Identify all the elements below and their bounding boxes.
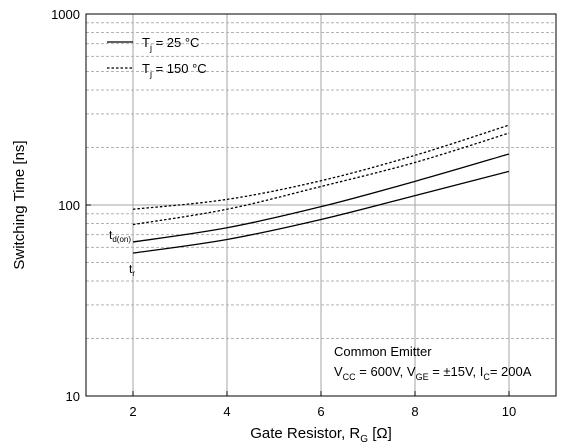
- y-axis-label: Switching Time [ns]: [11, 140, 28, 269]
- y-tick-label: 100: [58, 198, 80, 213]
- series-line-don-25c: [132, 153, 510, 243]
- y-tick-label: 10: [66, 389, 80, 404]
- x-axis-label-sub: G: [360, 434, 368, 445]
- y-tick-label: 1000: [51, 7, 80, 22]
- x-axis-label-unit: [Ω]: [368, 425, 392, 442]
- series-line-r-25c: [132, 170, 510, 254]
- legend-label-0: Tj = 25 °C: [142, 35, 199, 53]
- annotation-line-1: Common Emitter: [334, 344, 432, 359]
- x-tick-label: 4: [223, 404, 230, 419]
- x-tick-label: 2: [129, 404, 136, 419]
- annotation-line-2: VCC = 600V, VGE = ±15V, IC= 200A: [334, 364, 532, 382]
- legend: Tj = 25 °C Tj = 150 °C: [107, 35, 207, 79]
- curve-label-r: tr: [129, 262, 135, 278]
- x-axis-label: Gate Resistor, RG [Ω]: [250, 425, 392, 445]
- x-tick-label: 6: [317, 404, 324, 419]
- condition-annotation: Common Emitter VCC = 600V, VGE = ±15V, IC…: [334, 344, 532, 382]
- axis-ticks: 2 4 6 8 10 10 100 1000: [51, 7, 516, 419]
- series-line-r-150c: [132, 132, 510, 226]
- legend-label-1: Tj = 150 °C: [142, 61, 207, 79]
- x-tick-label: 10: [502, 404, 516, 419]
- curve-labels: td(on) tr: [109, 228, 135, 278]
- x-tick-label: 8: [411, 404, 418, 419]
- series-layer: [132, 124, 510, 254]
- x-axis-label-main: Gate Resistor, R: [250, 425, 360, 442]
- grid: [86, 13, 556, 397]
- curve-label-don: td(on): [109, 228, 131, 244]
- series-line-don-150c: [132, 124, 510, 210]
